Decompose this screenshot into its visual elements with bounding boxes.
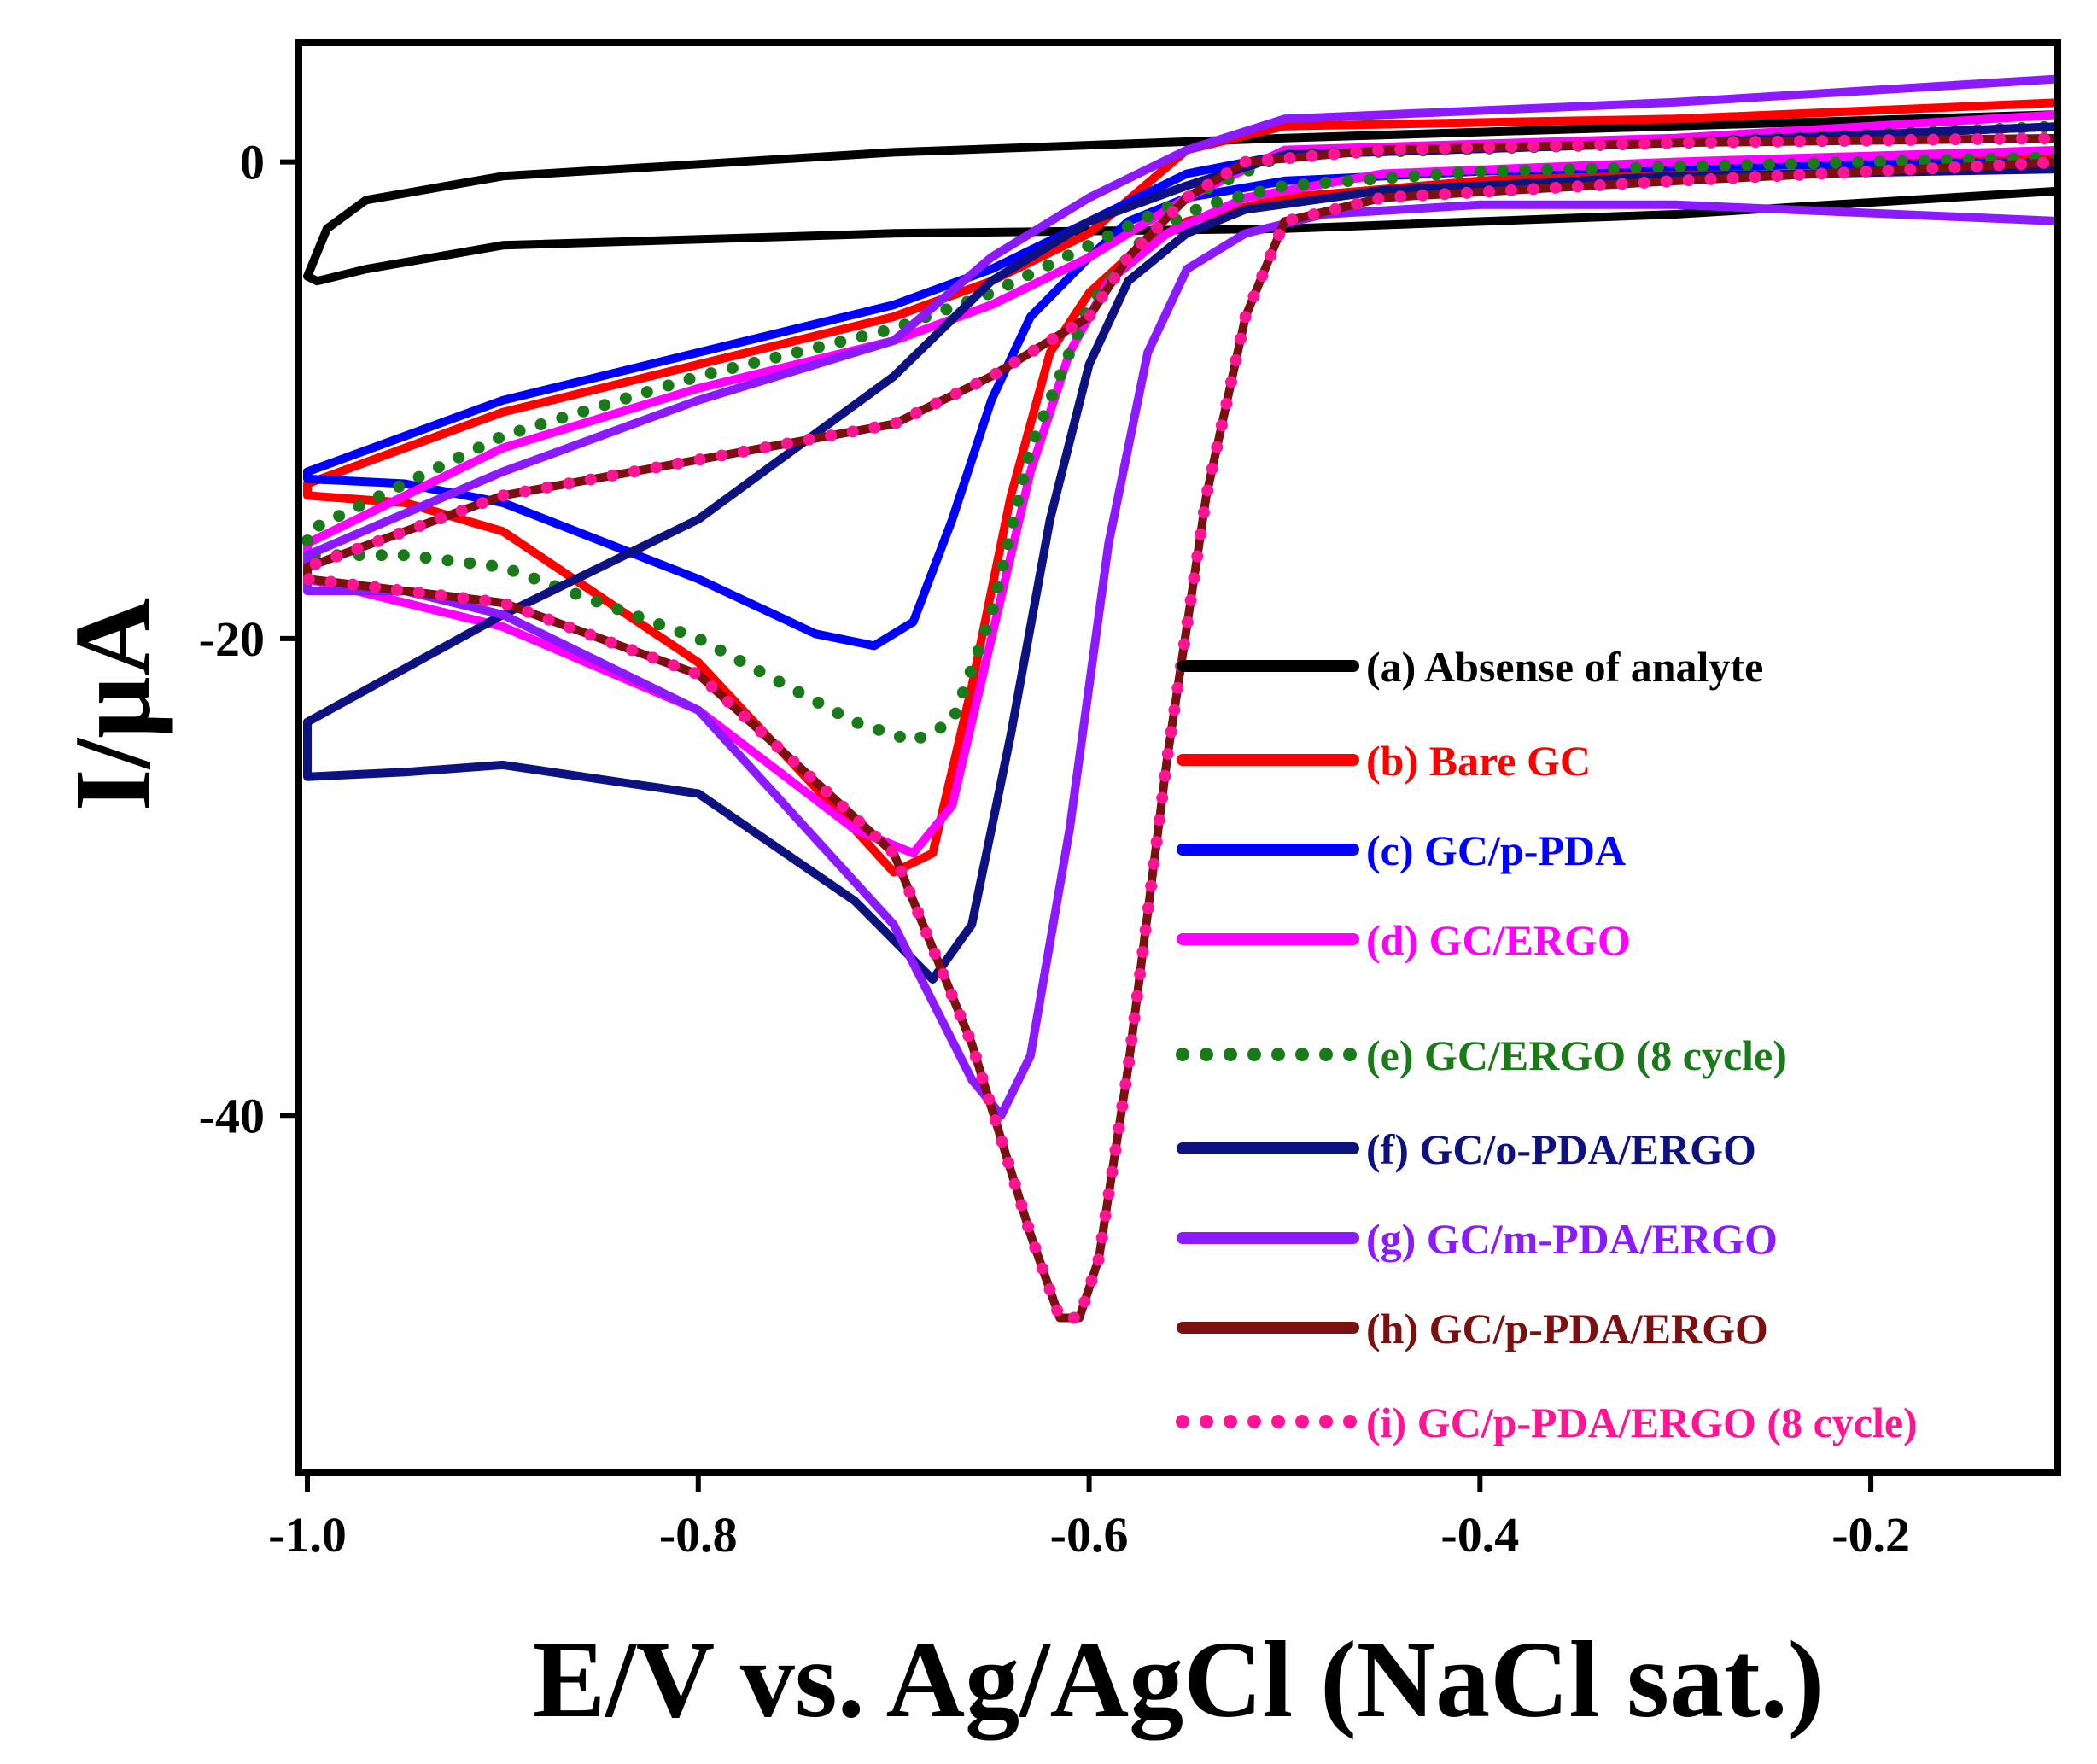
series-line-i-gc-p-pda-ergo-8-cycle [301,131,2058,1324]
x-tick-label: -0.8 [659,1507,738,1562]
legend-label-d-gc-ergo: (d) GC/ERGO [1366,916,1631,964]
legend-label-b-bare-gc: (b) Bare GC [1366,737,1591,785]
series-line-f-gc-o-pda-ergo [303,122,2058,984]
x-tick-label: -0.2 [1831,1507,1910,1562]
y-tick-label: 0 [240,135,265,190]
x-tick-label: -1.0 [268,1507,347,1562]
series-line-d-gc-ergo [303,110,2058,858]
y-axis: 0 -20 -40 [199,135,299,1143]
y-tick-label: -40 [199,1088,265,1143]
series-line-e-gc-ergo-8-cycle [301,120,2058,747]
x-tick-label: -0.4 [1440,1507,1519,1562]
y-tick-label: -20 [199,611,265,667]
legend: (a) Absense of analyte (b) Bare GC (c) GC/… [1176,643,1918,1446]
legend-label-g-gc-m-pda-ergo: (g) GC/m-PDA/ERGO [1366,1215,1778,1263]
series-line-h-gc-p-pda-ergo [303,133,2058,1323]
series-line-g-gc-m-pda-ergo [303,74,2058,1120]
legend-label-c-gc-p-pda: (c) GC/p-PDA [1366,827,1626,874]
series-layer [301,74,2058,1324]
legend-label-i-gc-p-pda-ergo-8-cycle: (i) GC/p-PDA/ERGO (8 cycle) [1366,1399,1918,1446]
y-axis-title: I/μA [52,598,173,811]
legend-label-a-absense-of-analyte: (a) Absense of analyte [1366,643,1763,691]
plot-frame [295,39,2061,1476]
x-tick-label: -0.6 [1050,1507,1129,1562]
legend-label-f-gc-o-pda-ergo: (f) GC/o-PDA/ERGO [1366,1125,1756,1173]
legend-label-h-gc-p-pda-ergo: (h) GC/p-PDA/ERGO [1366,1305,1768,1352]
legend-label-e-gc-ergo-8-cycle: (e) GC/ERGO (8 cycle) [1366,1031,1787,1079]
x-axis-title: E/V vs. Ag/AgCl (NaCl sat.) [533,1619,1824,1740]
x-axis: -1.0 -0.8 -0.6 -0.4 -0.2 [268,1473,1910,1562]
